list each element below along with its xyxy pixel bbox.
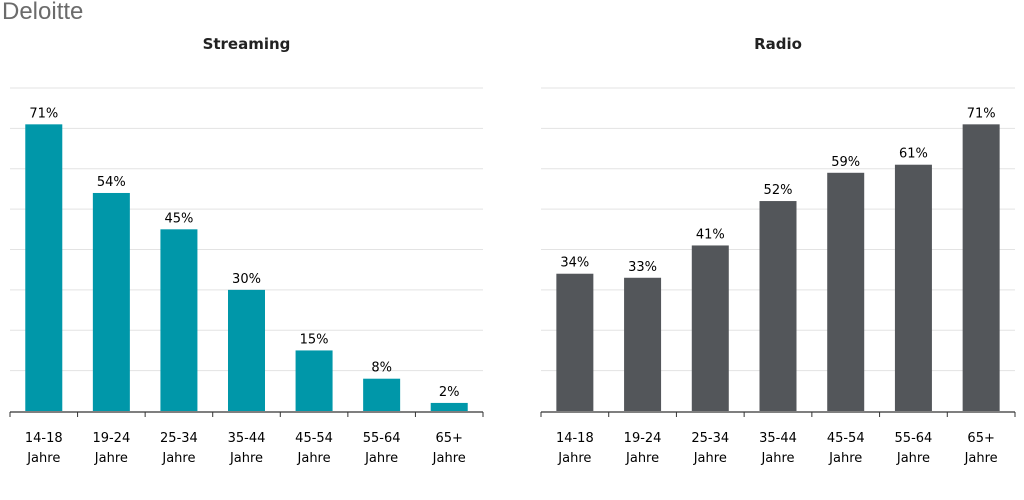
x-tick-label: 14-18 [556, 431, 594, 446]
bar-14-18 [25, 124, 63, 412]
x-tick-label: 35-44 [759, 431, 797, 446]
x-tick-label: Jahre [161, 451, 195, 466]
chart-title: Radio [754, 35, 802, 53]
x-tick-label: Jahre [625, 451, 659, 466]
data-label: 33% [628, 260, 657, 275]
x-tick-label: 35-44 [228, 431, 266, 446]
chart-title: Streaming [203, 35, 291, 53]
data-label: 45% [164, 211, 193, 226]
data-label: 71% [967, 106, 996, 121]
data-label: 54% [97, 175, 126, 190]
bar-65+ [430, 402, 468, 411]
x-tick-label: 25-34 [691, 431, 729, 446]
x-tick-label: 55-64 [895, 431, 933, 446]
data-label: 52% [764, 183, 793, 198]
x-tick-label: Jahre [432, 451, 466, 466]
data-label: 61% [899, 147, 928, 162]
bar-55-64 [363, 378, 401, 411]
x-tick-label: Jahre [297, 451, 331, 466]
bar-14-18 [556, 273, 594, 411]
data-label: 59% [831, 155, 860, 170]
data-label: 2% [439, 385, 460, 400]
bar-19-24 [624, 277, 662, 411]
x-tick-label: Jahre [828, 451, 862, 466]
x-tick-label: Jahre [557, 451, 591, 466]
bar-65+ [962, 124, 1000, 412]
bar-45-54 [827, 172, 865, 411]
data-label: 15% [300, 332, 329, 347]
bar-35-44 [759, 201, 797, 411]
data-label: 71% [29, 106, 58, 121]
deloitte-logo: Deloitte [2, 0, 84, 25]
x-tick-label: 55-64 [363, 431, 401, 446]
x-tick-label: Jahre [26, 451, 60, 466]
bar-19-24 [92, 192, 130, 411]
x-tick-label: 45-54 [295, 431, 333, 446]
x-tick-label: Jahre [94, 451, 128, 466]
bar-55-64 [894, 164, 932, 411]
x-tick-label: 25-34 [160, 431, 198, 446]
x-tick-label: 19-24 [92, 431, 130, 446]
x-tick-label: 14-18 [25, 431, 63, 446]
data-label: 30% [232, 272, 261, 287]
x-tick-label: 45-54 [827, 431, 865, 446]
x-tick-label: Jahre [229, 451, 263, 466]
x-tick-label: 65+ [967, 431, 994, 446]
x-tick-label: 65+ [435, 431, 462, 446]
data-label: 41% [696, 227, 725, 242]
data-label: 34% [560, 256, 589, 271]
x-tick-label: Jahre [364, 451, 398, 466]
bar-25-34 [691, 245, 729, 411]
x-tick-label: Jahre [964, 451, 998, 466]
x-tick-label: 19-24 [624, 431, 662, 446]
data-label: 8% [371, 361, 392, 376]
x-tick-label: Jahre [760, 451, 794, 466]
bar-35-44 [228, 289, 265, 411]
x-tick-label: Jahre [693, 451, 727, 466]
bar-25-34 [160, 229, 198, 411]
x-tick-label: Jahre [896, 451, 930, 466]
bar-45-54 [295, 350, 333, 411]
